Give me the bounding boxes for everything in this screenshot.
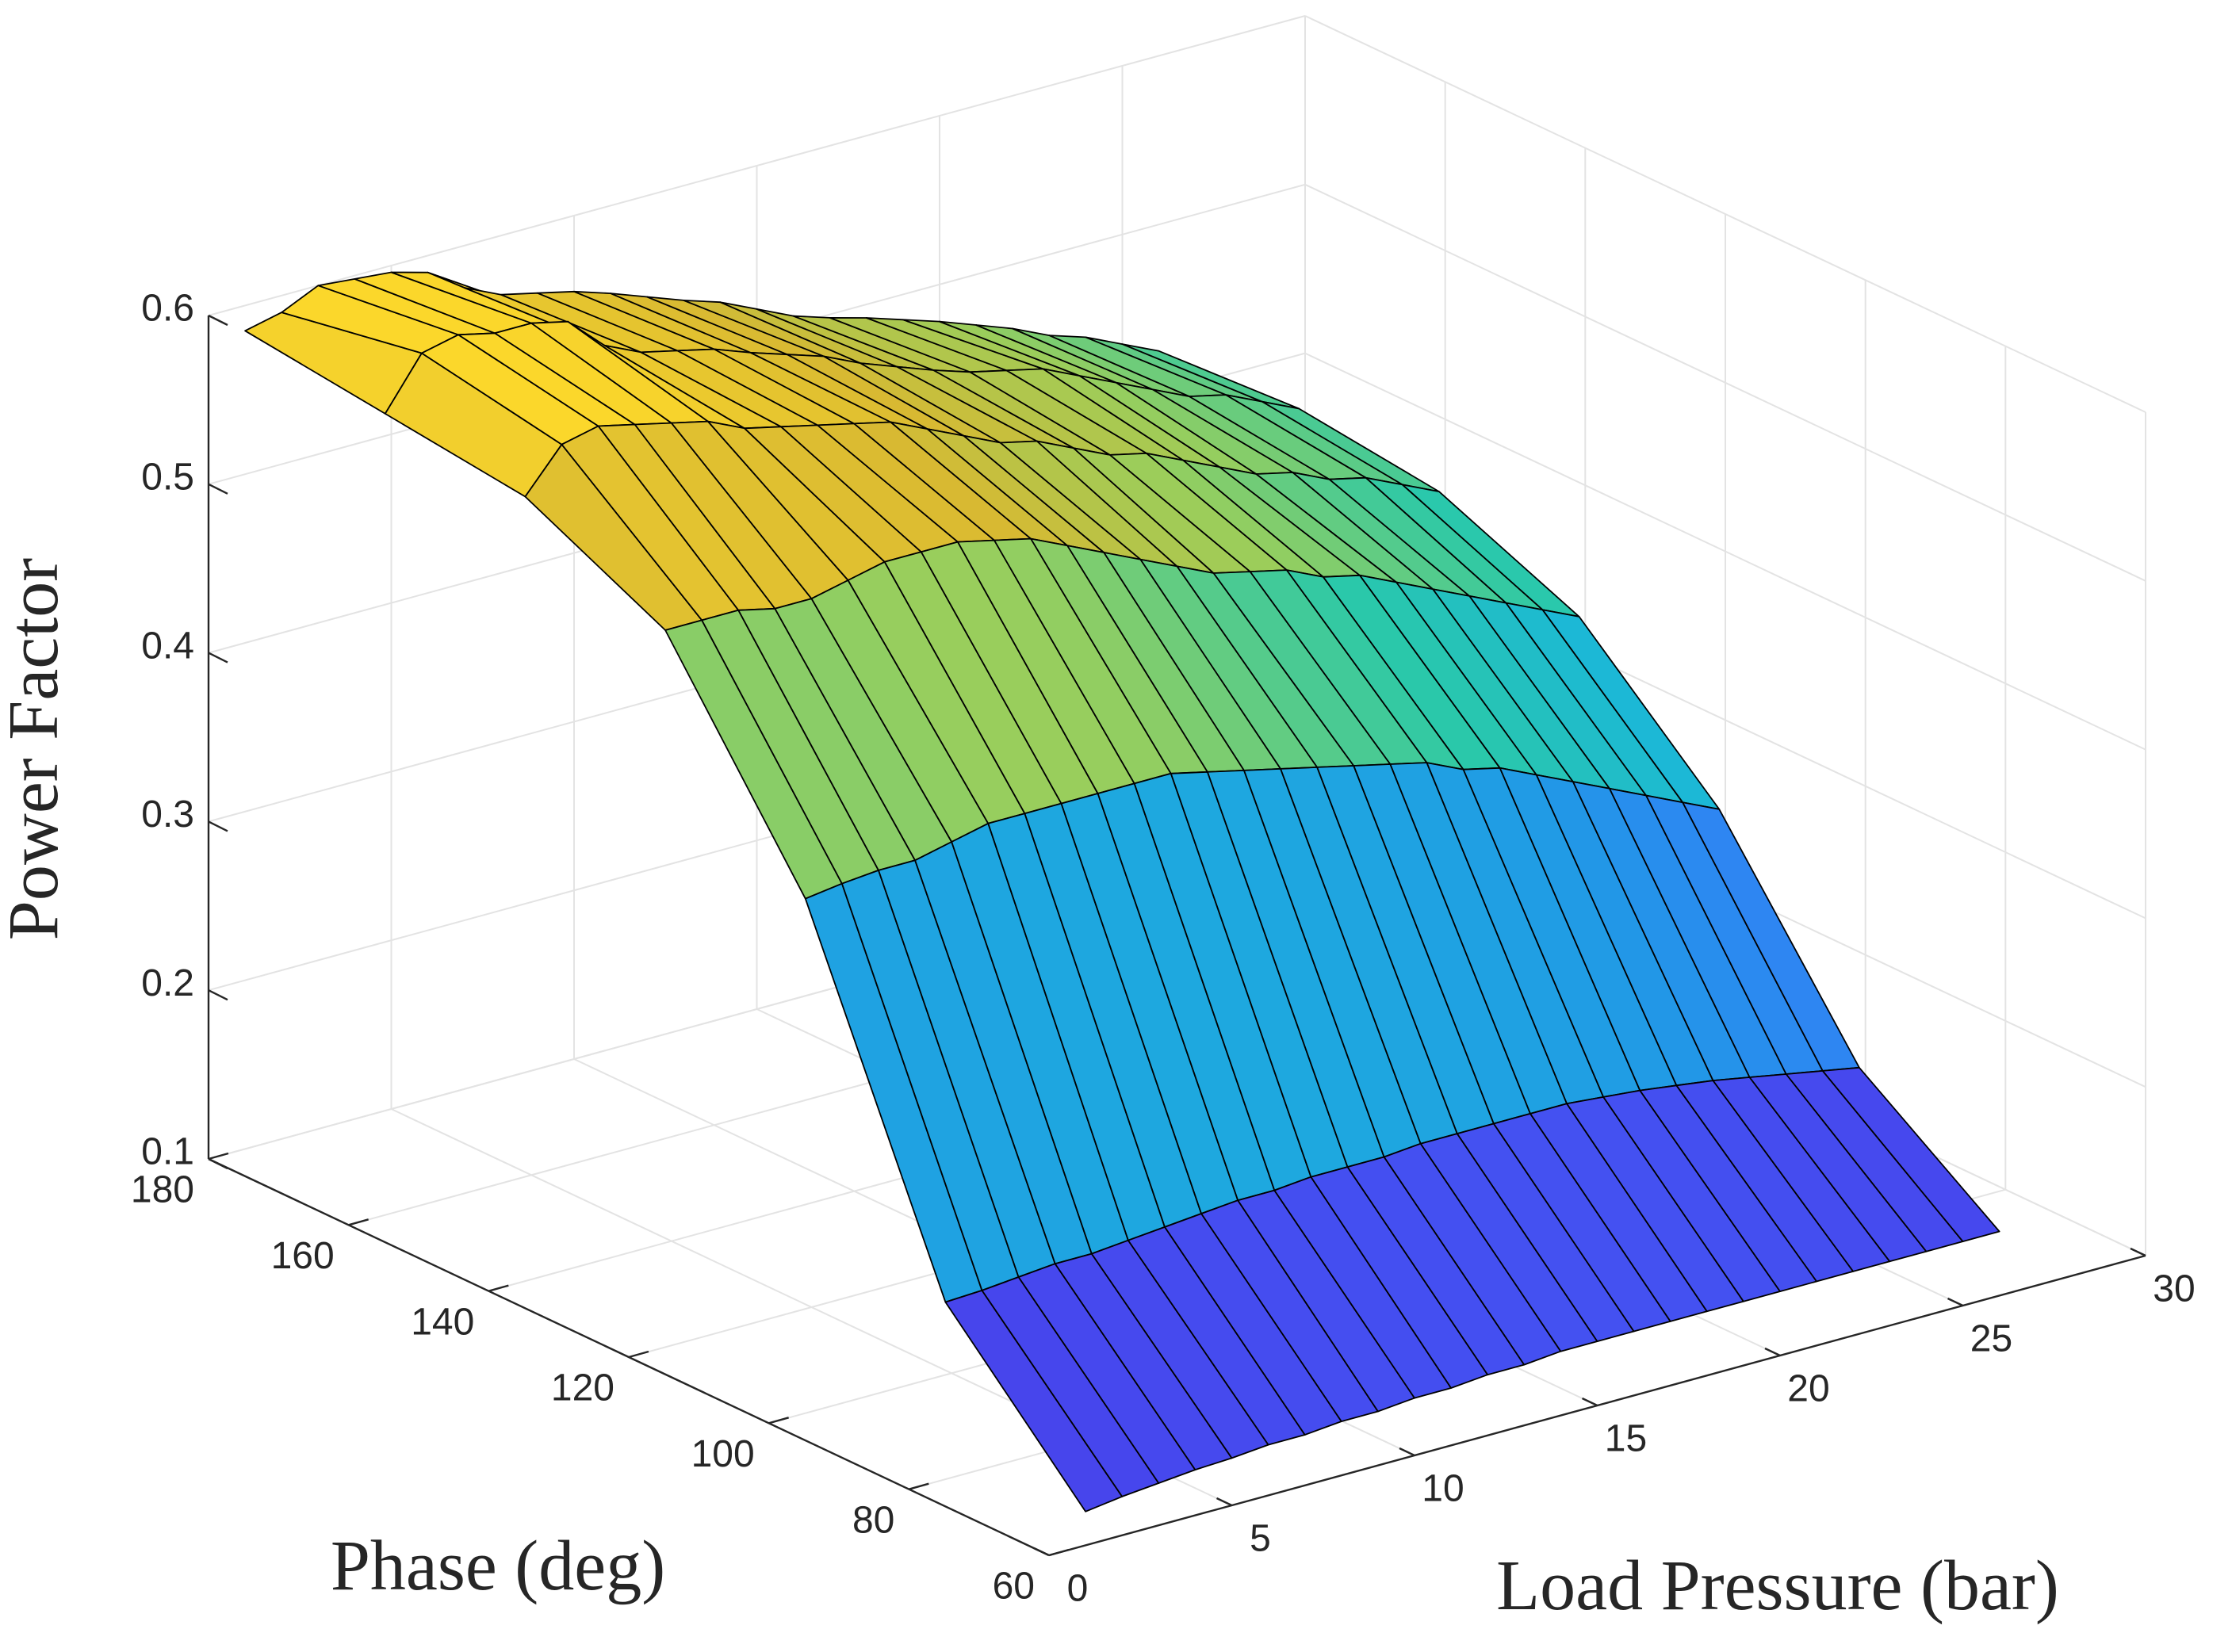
x-tick-label: 15 bbox=[1605, 1418, 1647, 1460]
y-tick-label: 160 bbox=[271, 1235, 335, 1277]
z-tick bbox=[208, 820, 228, 832]
z-tick-label: 0.6 bbox=[141, 288, 194, 330]
grid-line-sidewall-z bbox=[1304, 15, 2146, 413]
z-tick-label: 0.1 bbox=[141, 1131, 194, 1173]
z-tick-label: 0.3 bbox=[141, 793, 194, 836]
x-tick bbox=[1399, 1447, 1415, 1457]
grid-line-sidewall-z bbox=[1304, 183, 2146, 582]
z-tick bbox=[208, 1157, 228, 1170]
z-tick-label: 0.4 bbox=[141, 625, 194, 667]
x-tick-label: 5 bbox=[1250, 1518, 1271, 1560]
x-axis-title: Load Pressure (bar) bbox=[1496, 1547, 2059, 1625]
z-tick-label: 0.2 bbox=[141, 962, 194, 1004]
z-tick bbox=[208, 989, 228, 1001]
z-tick bbox=[208, 483, 228, 495]
grid-line-backwall-z bbox=[208, 15, 1306, 316]
z-tick bbox=[208, 314, 228, 327]
x-tick bbox=[1216, 1497, 1233, 1507]
x-tick bbox=[1764, 1347, 1781, 1357]
y-tick-label: 60 bbox=[993, 1566, 1035, 1608]
y-tick bbox=[1048, 1548, 1070, 1557]
surface-layer bbox=[244, 271, 2000, 1512]
x-tick-label: 25 bbox=[1970, 1318, 2012, 1360]
y-axis-title: Phase (deg) bbox=[331, 1527, 665, 1605]
y-tick-label: 180 bbox=[131, 1169, 194, 1211]
y-tick-label: 80 bbox=[852, 1499, 894, 1541]
y-tick bbox=[488, 1284, 509, 1292]
y-tick bbox=[909, 1482, 929, 1490]
x-tick bbox=[1947, 1297, 1964, 1307]
y-tick-label: 120 bbox=[551, 1367, 614, 1409]
surface-facet bbox=[1821, 1066, 2000, 1242]
x-tick bbox=[1033, 1547, 1050, 1557]
x-tick-label: 10 bbox=[1422, 1468, 1464, 1510]
y-tick bbox=[628, 1350, 649, 1359]
y-tick-label: 100 bbox=[691, 1433, 755, 1475]
x-tick-label: 20 bbox=[1787, 1368, 1829, 1410]
y-tick-label: 140 bbox=[411, 1301, 474, 1343]
x-tick bbox=[1581, 1397, 1598, 1407]
x-tick-label: 0 bbox=[1067, 1568, 1089, 1610]
z-tick bbox=[208, 652, 228, 663]
x-tick bbox=[2130, 1247, 2146, 1257]
y-tick bbox=[208, 1152, 229, 1161]
x-tick-label: 30 bbox=[2153, 1268, 2195, 1310]
axes-layer bbox=[207, 314, 2146, 1557]
z-axis-title: Power Factor bbox=[0, 558, 73, 940]
y-tick bbox=[348, 1218, 369, 1226]
y-tick bbox=[768, 1417, 789, 1424]
z-tick-label: 0.5 bbox=[141, 456, 194, 498]
grid-line-sidewall-z bbox=[1304, 352, 2146, 751]
